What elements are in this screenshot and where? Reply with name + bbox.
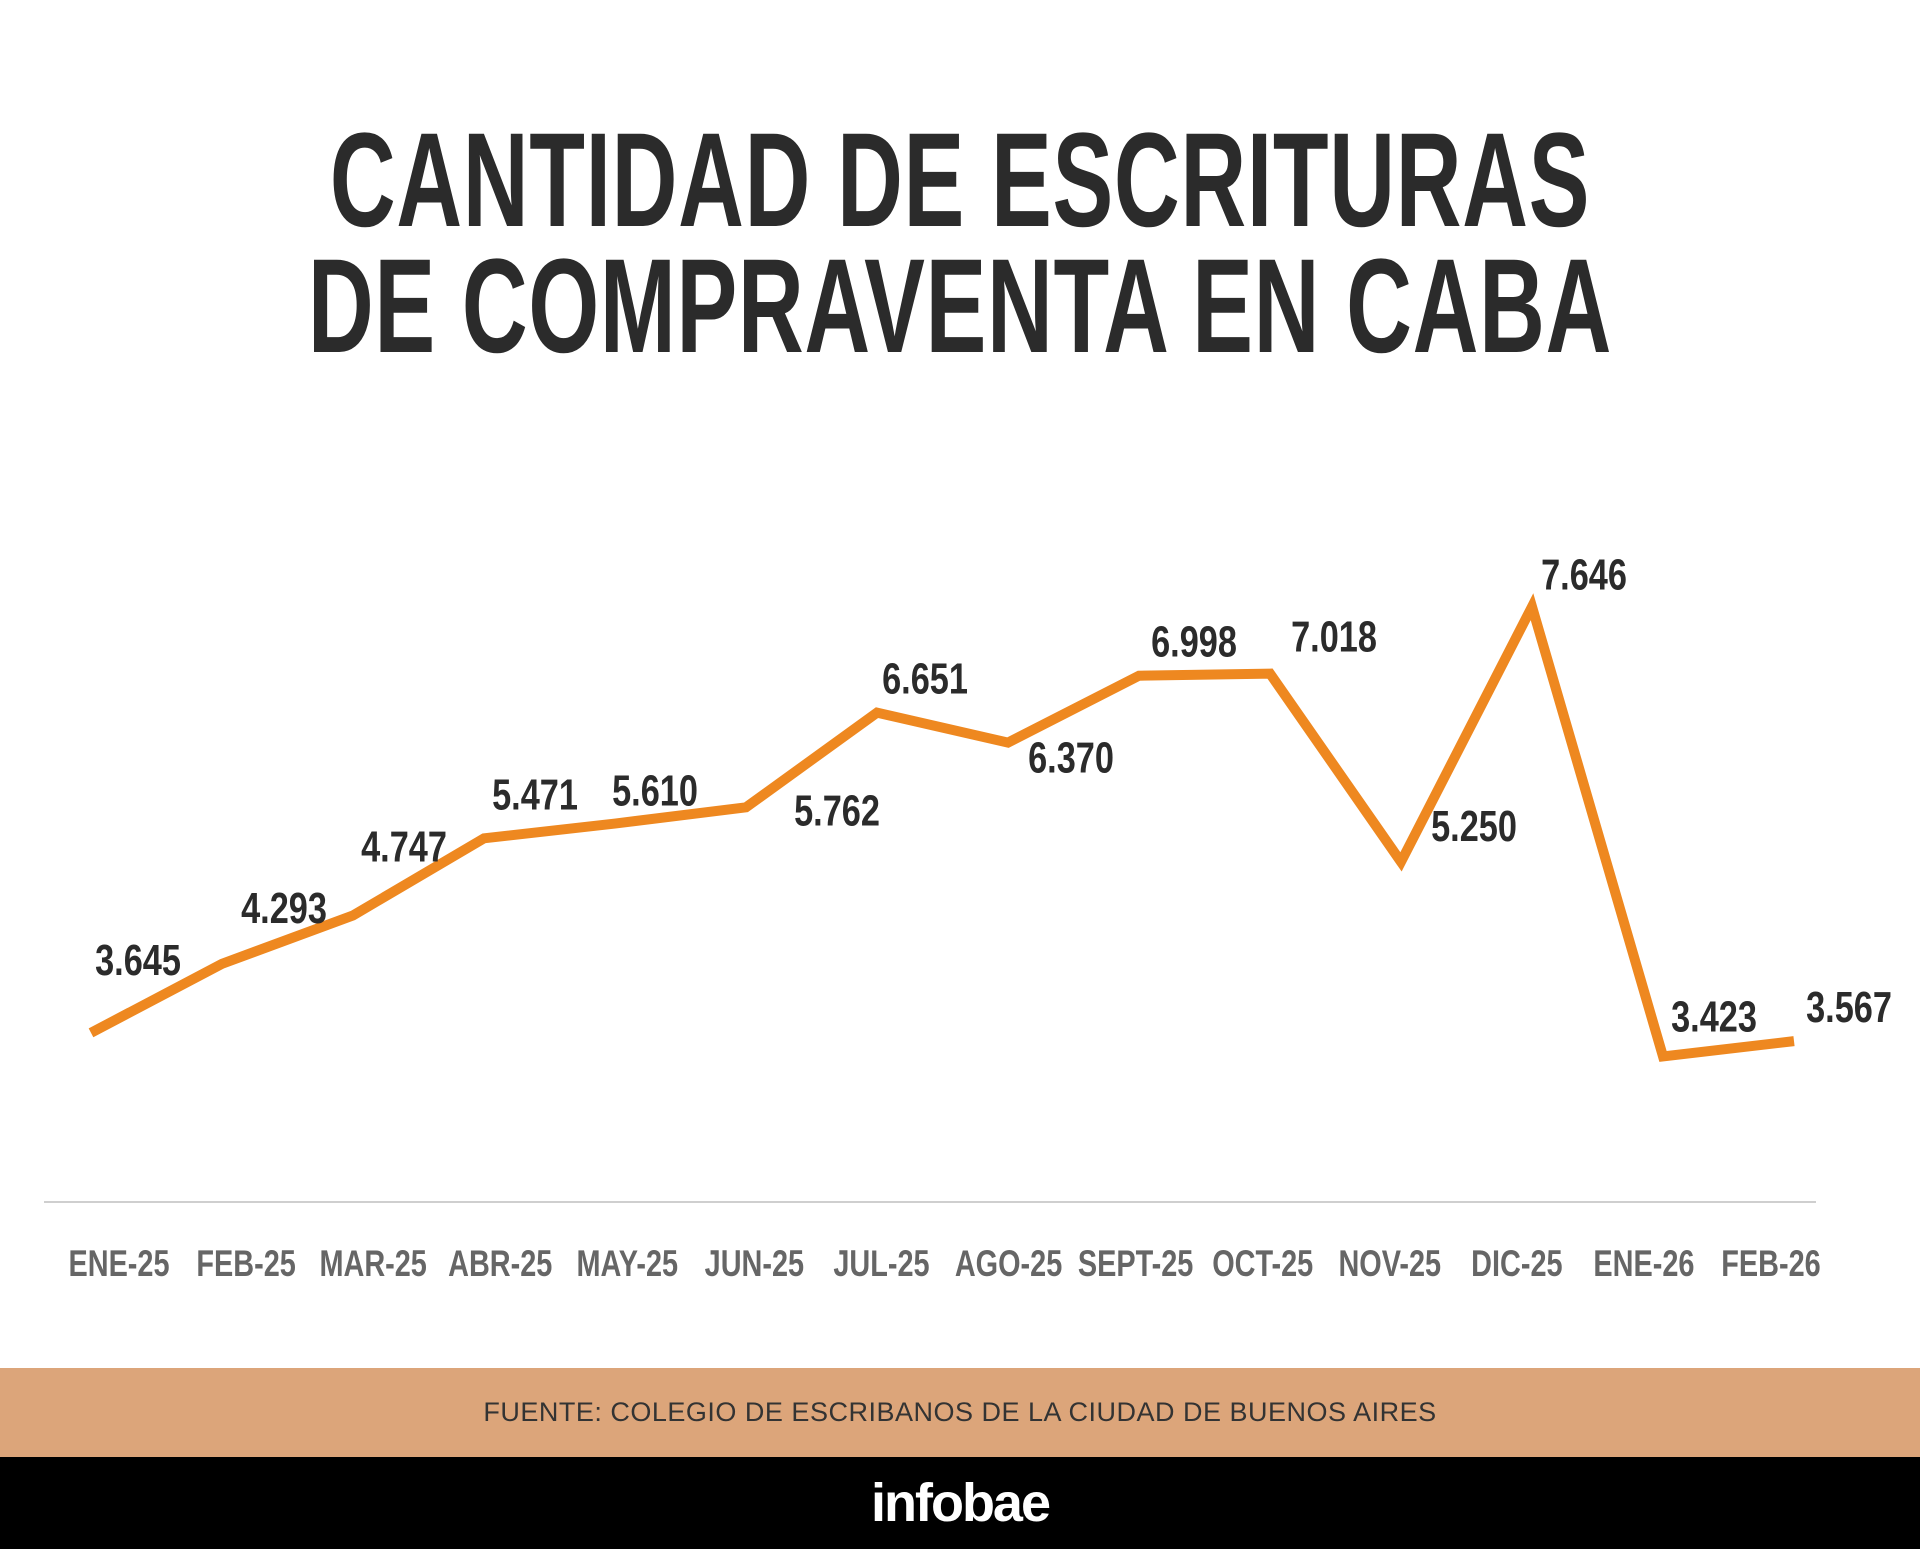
x-tick-label: OCT-25	[1212, 1244, 1313, 1285]
brand-band: infobae	[0, 1457, 1920, 1549]
data-label: 6.998	[1151, 618, 1237, 667]
chart-title: CANTIDAD DE ESCRITURAS DE COMPRAVENTA EN…	[0, 106, 1920, 381]
data-label: 5.250	[1431, 802, 1517, 851]
data-label: 4.747	[361, 822, 447, 871]
x-tick-label: MAR-25	[319, 1244, 426, 1285]
series-line	[88, 593, 1795, 1062]
title-line-2: DE COMPRAVENTA EN CABA	[307, 232, 1613, 381]
infobae-logo: infobae	[870, 1473, 1051, 1533]
x-tick-label: ABR-25	[448, 1244, 552, 1285]
x-tick-label: DIC-25	[1471, 1244, 1562, 1285]
x-tick-label: MAY-25	[577, 1244, 679, 1285]
x-tick-label: JUN-25	[705, 1244, 804, 1285]
x-tick-label: FEB-25	[196, 1244, 295, 1285]
data-label: 3.645	[95, 936, 181, 985]
x-tick-label: ENE-25	[68, 1244, 169, 1285]
data-label: 7.646	[1541, 551, 1627, 600]
x-tick-label: AGO-25	[955, 1244, 1062, 1285]
data-label: 5.471	[492, 770, 578, 819]
x-tick-label: SEPT-25	[1078, 1244, 1193, 1285]
x-tick-label: FEB-26	[1721, 1244, 1820, 1285]
data-label: 4.293	[241, 884, 327, 933]
data-label: 3.567	[1806, 983, 1892, 1032]
x-tick-label: NOV-25	[1338, 1244, 1441, 1285]
x-tick-label: JUL-25	[833, 1244, 929, 1285]
source-band: FUENTE: COLEGIO DE ESCRIBANOS DE LA CIUD…	[0, 1368, 1920, 1457]
data-label: 5.762	[794, 786, 880, 835]
data-label: 6.370	[1028, 734, 1114, 783]
x-tick-label: ENE-26	[1593, 1244, 1694, 1285]
data-label: 3.423	[1671, 992, 1757, 1041]
title-line-1: CANTIDAD DE ESCRITURAS	[329, 106, 1591, 255]
source-text: FUENTE: COLEGIO DE ESCRIBANOS DE LA CIUD…	[483, 1397, 1437, 1427]
data-label: 6.651	[882, 655, 968, 704]
data-label: 5.610	[612, 767, 698, 816]
data-label: 7.018	[1291, 613, 1377, 662]
